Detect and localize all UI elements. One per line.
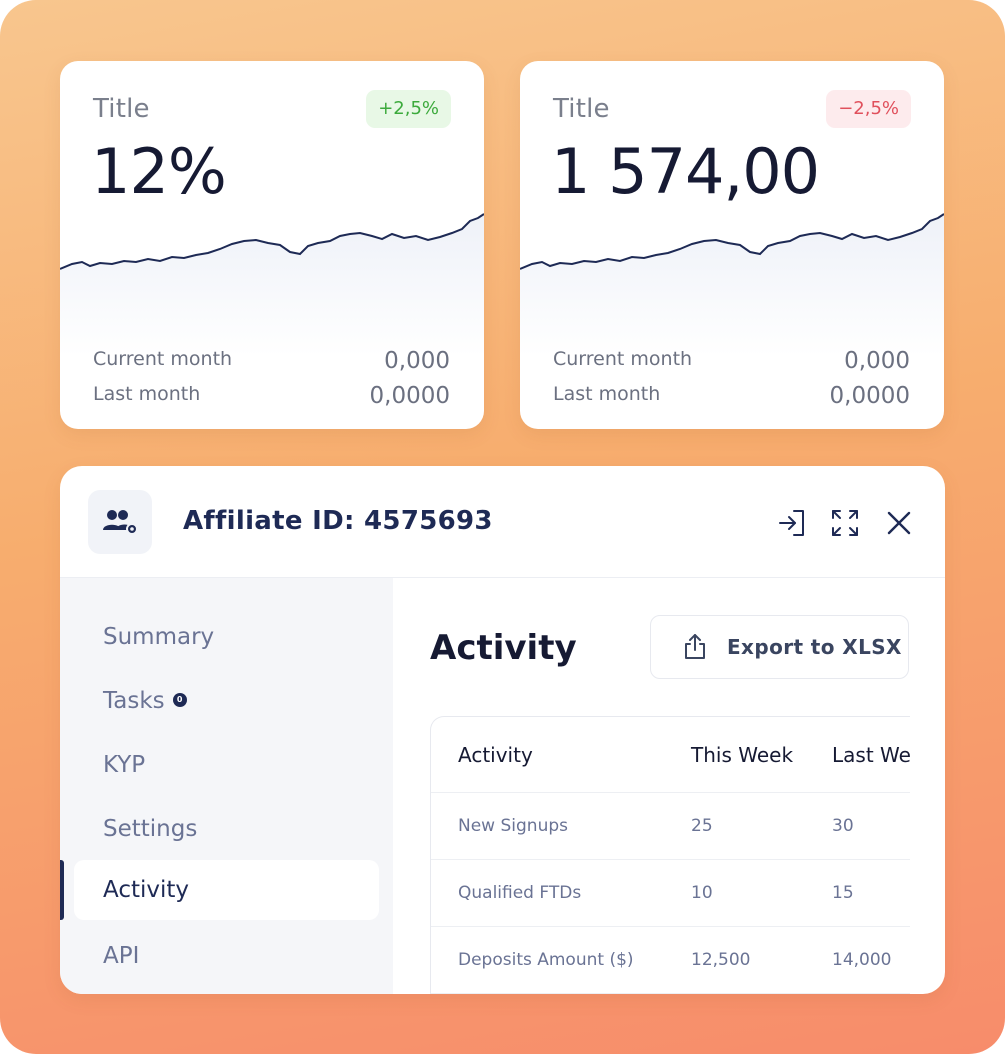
sidebar-item-label: KYP: [103, 752, 146, 778]
last-month-label: Last month: [553, 383, 661, 405]
current-month-label: Current month: [553, 348, 693, 370]
header-divider: [60, 577, 945, 578]
column-header[interactable]: This Week: [691, 743, 794, 767]
sidebar-item-kyp[interactable]: KYP: [74, 735, 379, 795]
card-value: 1 574,00: [551, 135, 820, 208]
last-month-label: Last month: [93, 383, 201, 405]
sparkline-chart: [520, 213, 944, 356]
affiliate-title: Affiliate ID: 4575693: [183, 506, 493, 536]
close-icon[interactable]: [884, 508, 914, 538]
column-header[interactable]: Last Week: [832, 743, 910, 767]
sparkline-line: [520, 213, 944, 270]
export-button-label: Export to XLSX: [727, 635, 902, 659]
current-month-value: 0,000: [384, 348, 450, 374]
sparkline-line: [60, 213, 484, 270]
current-month-row: Current month 0,000: [553, 348, 910, 374]
stat-card-2: Title −2,5% 1 574,00 Current month 0,000…: [520, 61, 944, 429]
table-row[interactable]: New Signups 25 30: [431, 793, 910, 860]
fullscreen-icon[interactable]: [830, 508, 860, 538]
last-month-row: Last month 0,0000: [93, 383, 450, 409]
sidebar-item-label: Settings: [103, 816, 198, 842]
sparkline-area: [60, 214, 484, 356]
affiliate-panel: Affiliate ID: 4575693 Summary: [60, 466, 945, 994]
change-badge: +2,5%: [366, 90, 451, 128]
last-month-row: Last month 0,0000: [553, 383, 910, 409]
current-month-row: Current month 0,000: [93, 348, 450, 374]
card-value: 12%: [91, 135, 227, 208]
table-cell: New Signups: [458, 816, 568, 836]
active-nav-indicator: [60, 860, 64, 920]
sidebar-item-api[interactable]: API: [74, 926, 379, 986]
sidebar-item-label: Activity: [103, 877, 190, 903]
activity-content: Activity Export to XLSX Activity This We…: [393, 578, 945, 994]
table-row[interactable]: Deposits Amount ($) 12,500 14,000: [431, 927, 910, 994]
users-gear-icon: [88, 490, 152, 554]
share-upload-icon: [685, 634, 705, 659]
last-month-value: 0,0000: [369, 383, 450, 409]
sidebar-item-label: Summary: [103, 624, 215, 650]
activity-table: Activity This Week Last Week New Signups…: [430, 716, 910, 994]
export-xlsx-button[interactable]: Export to XLSX: [650, 615, 909, 679]
table-cell: 25: [691, 816, 713, 836]
column-header[interactable]: Activity: [458, 743, 533, 767]
table-header-row: Activity This Week Last Week: [431, 717, 910, 793]
table-cell: Qualified FTDs: [458, 883, 582, 903]
table-cell: 15: [832, 883, 854, 903]
sidebar-item-settings[interactable]: Settings: [74, 799, 379, 859]
table-cell: Deposits Amount ($): [458, 950, 634, 970]
sidebar-item-summary[interactable]: Summary: [74, 607, 379, 667]
card-title: Title: [93, 94, 150, 124]
table-cell: 12,500: [691, 950, 751, 970]
current-month-label: Current month: [93, 348, 233, 370]
table-cell: 10: [691, 883, 713, 903]
table-cell: 30: [832, 816, 854, 836]
section-title: Activity: [430, 628, 577, 668]
sidebar-item-label: API: [103, 943, 140, 969]
sparkline-area: [520, 214, 944, 356]
card-title: Title: [553, 94, 610, 124]
sidebar-item-label: Tasks: [103, 688, 165, 714]
last-month-value: 0,0000: [829, 383, 910, 409]
sidebar-item-tasks[interactable]: Tasks 0: [74, 671, 379, 731]
change-badge: −2,5%: [826, 90, 911, 128]
sidebar-item-activity[interactable]: Activity: [74, 860, 379, 920]
stat-card-1: Title +2,5% 12% Current month 0,000 Last…: [60, 61, 484, 429]
table-row[interactable]: Qualified FTDs 10 15: [431, 860, 910, 927]
current-month-value: 0,000: [844, 348, 910, 374]
login-icon[interactable]: [777, 508, 807, 538]
sparkline-chart: [60, 213, 484, 356]
table-cell: 14,000: [832, 950, 892, 970]
tasks-count-badge: 0: [172, 693, 187, 707]
affiliate-sidebar: Summary Tasks 0 KYP Settings Activity API: [60, 578, 393, 994]
